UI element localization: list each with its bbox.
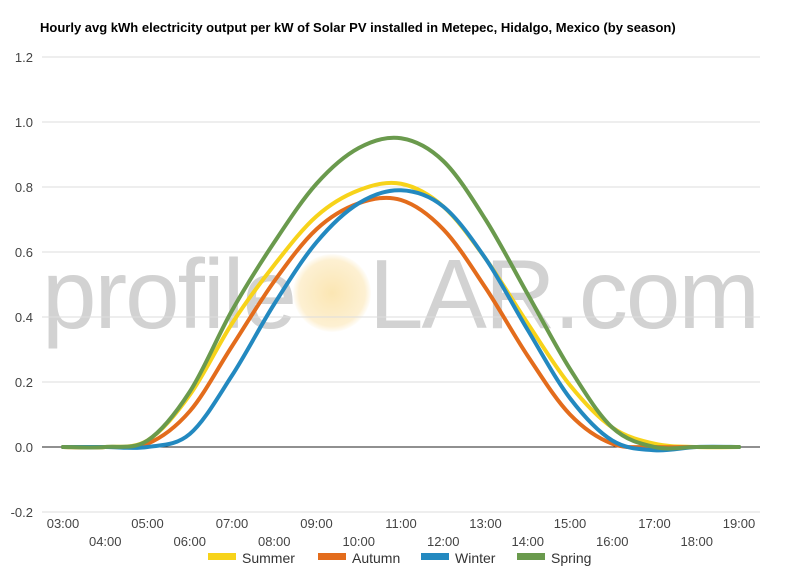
x-tick-label: 08:00	[258, 534, 291, 549]
x-tick-label: 07:00	[216, 516, 249, 531]
legend-item-autumn[interactable]: Autumn	[318, 550, 400, 566]
x-axis-ticks: 03:00 04:00 05:00 06:00 07:00 08:00 09:00 10:00…	[47, 516, 756, 549]
x-tick-label: 03:00	[47, 516, 80, 531]
watermark-sun-logo	[292, 254, 371, 332]
legend[interactable]: Summer Autumn Winter Spring	[208, 550, 591, 566]
x-tick-label: 19:00	[723, 516, 756, 531]
legend-item-summer[interactable]: Summer	[208, 550, 295, 566]
y-tick-label: 0.4	[15, 310, 33, 325]
x-tick-label: 12:00	[427, 534, 460, 549]
series-line-winter	[61, 188, 741, 453]
x-tick-label: 13:00	[469, 516, 502, 531]
y-tick-label: 0.0	[15, 440, 33, 455]
y-tick-label: 0.6	[15, 245, 33, 260]
legend-swatch	[421, 553, 449, 560]
y-tick-label: 1.2	[15, 50, 33, 65]
chart-title: Hourly avg kWh electricity output per kW…	[40, 20, 676, 35]
legend-swatch	[208, 553, 236, 560]
legend-swatch	[318, 553, 346, 560]
x-tick-label: 10:00	[342, 534, 375, 549]
x-tick-label: 05:00	[131, 516, 164, 531]
legend-label: Spring	[551, 550, 591, 566]
legend-item-spring[interactable]: Spring	[517, 550, 591, 566]
y-tick-label: 0.2	[15, 375, 33, 390]
legend-label: Winter	[455, 550, 496, 566]
y-tick-label: 1.0	[15, 115, 33, 130]
x-tick-label: 17:00	[638, 516, 671, 531]
y-tick-label: -0.2	[11, 505, 33, 520]
series-lines	[61, 135, 741, 453]
y-tick-label: 0.8	[15, 180, 33, 195]
x-tick-label: 16:00	[596, 534, 629, 549]
series-line-spring	[61, 135, 741, 451]
legend-item-winter[interactable]: Winter	[421, 550, 496, 566]
legend-label: Autumn	[352, 550, 400, 566]
y-axis-ticks: -0.2 0.0 0.2 0.4 0.6 0.8 1.0 1.2	[11, 50, 33, 520]
x-tick-label: 14:00	[511, 534, 544, 549]
x-tick-label: 09:00	[300, 516, 333, 531]
x-tick-label: 15:00	[554, 516, 587, 531]
x-tick-label: 06:00	[173, 534, 206, 549]
series-line-summer	[61, 180, 741, 450]
series-line-autumn	[61, 195, 741, 450]
legend-label: Summer	[242, 550, 295, 566]
watermark-text-right: LAR.com	[368, 239, 760, 349]
legend-swatch	[517, 553, 545, 560]
x-tick-label: 04:00	[89, 534, 122, 549]
x-tick-label: 11:00	[385, 516, 417, 531]
x-tick-label: 18:00	[680, 534, 713, 549]
